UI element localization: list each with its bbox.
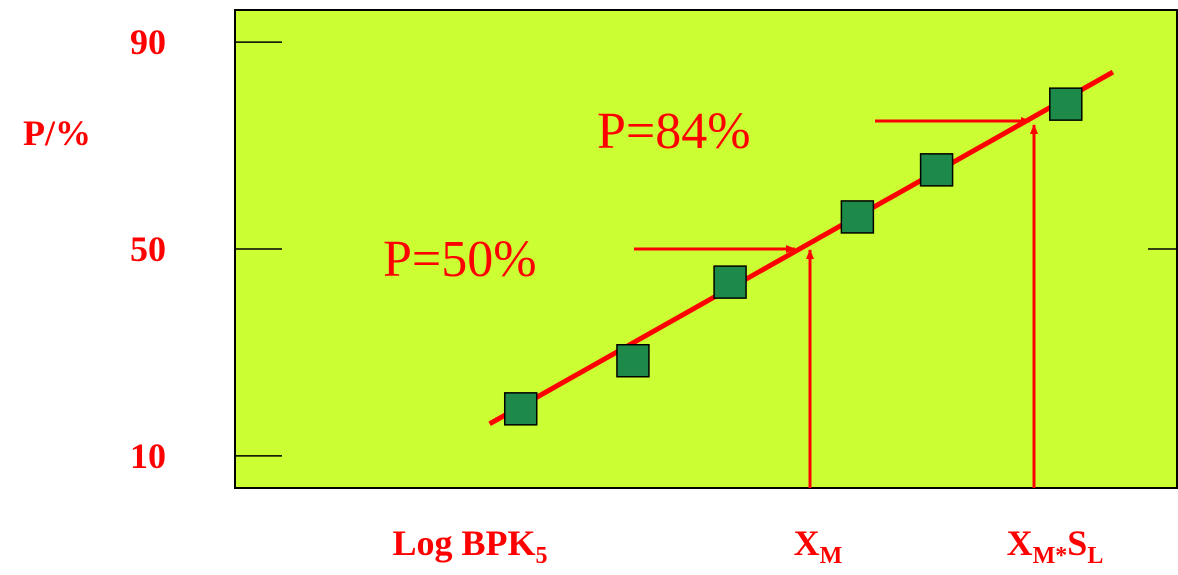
data-point [919, 153, 954, 187]
data-point [1049, 87, 1083, 121]
data-point [840, 200, 875, 234]
label-subscript: M* [1033, 543, 1068, 569]
label-text: S [1067, 523, 1087, 563]
x-axis-label: XM [794, 523, 843, 569]
data-point [616, 343, 650, 378]
label-text: Log BPK [392, 523, 535, 563]
label-subscript: L [1087, 543, 1103, 569]
label-subscript: M [820, 543, 843, 569]
label-subscript: 5 [536, 543, 548, 569]
x-axis-label: XM*SL [1007, 523, 1104, 569]
fit-line [488, 69, 1115, 427]
label-text: X [794, 523, 820, 563]
y-tick-label: 50 [130, 229, 166, 269]
annotation: P=84% [597, 103, 751, 160]
y-tick-label: 90 [130, 22, 166, 62]
x-axis-label: Log BPK5 [392, 523, 547, 569]
label-text: X [1007, 523, 1033, 563]
y-axis-label: P/% [23, 113, 91, 153]
data-point [713, 265, 747, 299]
annotation: P=50% [383, 231, 537, 288]
data-point [503, 392, 538, 426]
y-tick-label: 10 [130, 436, 166, 476]
